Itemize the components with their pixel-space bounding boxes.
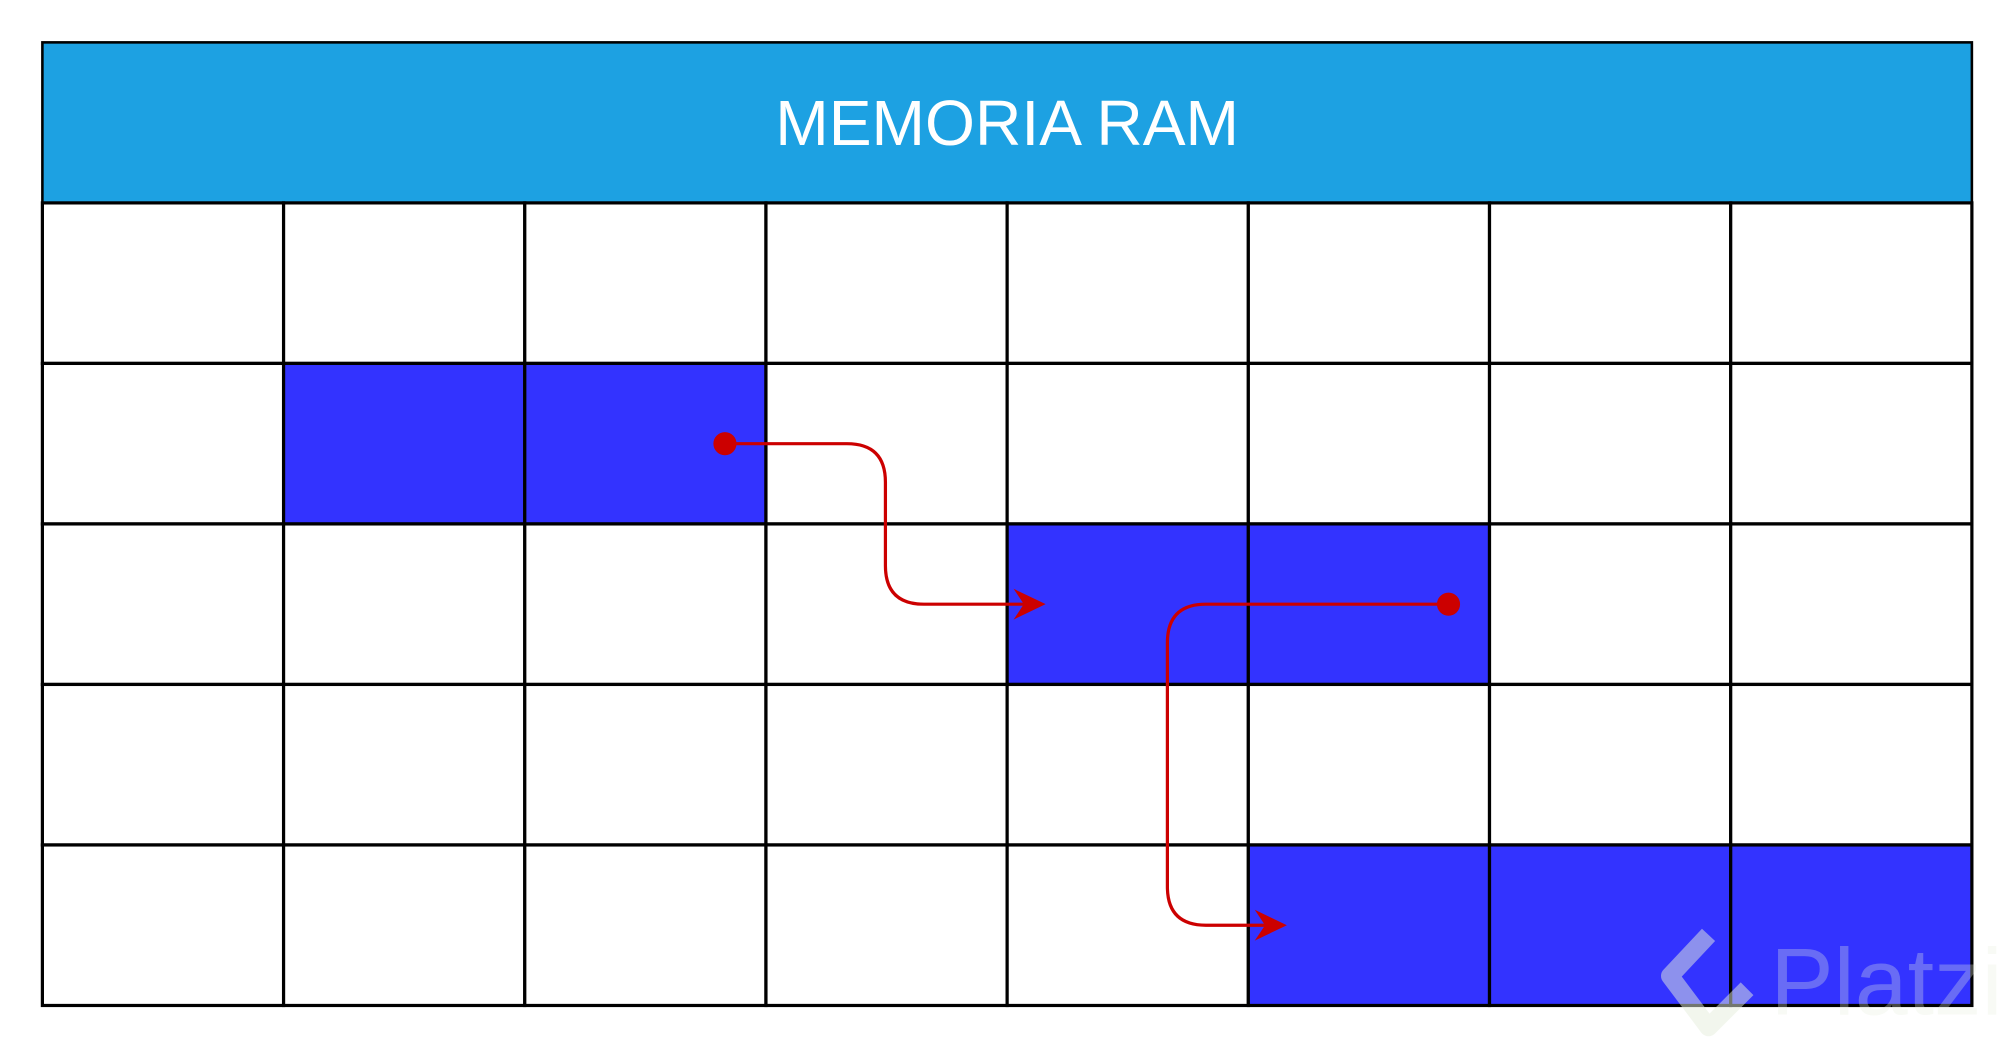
memory-cell — [764, 843, 1009, 1008]
memory-cell — [1005, 201, 1250, 366]
memory-cell — [40, 201, 286, 366]
memory-cell — [281, 201, 527, 366]
memory-cell — [1246, 201, 1492, 366]
memory-cell-occupied — [1729, 843, 1974, 1008]
diagram-title: MEMORIA RAM — [775, 87, 1239, 159]
memory-cell — [1487, 522, 1733, 687]
memory-cell — [1487, 361, 1733, 526]
memory-cell — [523, 522, 768, 687]
pointer-line — [1165, 602, 1449, 927]
platzi-logo-icon — [1661, 928, 1754, 1037]
memory-cell — [1246, 682, 1492, 847]
memory-cell-occupied — [281, 361, 527, 526]
memory-cell-occupied — [1487, 843, 1733, 1008]
memory-cell — [523, 201, 768, 366]
memory-cell — [281, 682, 527, 847]
watermark-text: Platzi — [1770, 929, 2002, 1035]
memory-cell — [1729, 522, 1974, 687]
memory-cell — [764, 682, 1009, 847]
pointer-line — [724, 442, 1036, 606]
platzi-watermark: Platzi — [1661, 928, 2003, 1037]
memory-grid — [40, 201, 1974, 1008]
memory-cell — [764, 201, 1009, 366]
memory-cell — [1487, 682, 1733, 847]
memory-cell — [1487, 201, 1733, 366]
pointer-origin-dot — [713, 432, 737, 456]
memory-cell — [40, 361, 286, 526]
memory-cell — [281, 843, 527, 1008]
memory-cell — [281, 522, 527, 687]
arrowhead-icon — [1254, 909, 1287, 941]
memory-cell — [1246, 361, 1492, 526]
memory-cell — [1729, 201, 1974, 366]
memory-cell — [40, 843, 286, 1008]
header-bar — [41, 41, 1974, 205]
pointer-origin-dot — [1436, 592, 1461, 616]
memory-cell — [40, 682, 286, 847]
memory-cell — [1729, 682, 1974, 847]
memory-cell — [1729, 361, 1974, 526]
memory-cell — [523, 682, 768, 847]
memory-cell — [523, 843, 768, 1008]
memory-cell — [40, 522, 286, 687]
memory-cell — [1005, 682, 1250, 847]
memory-cell-occupied — [1246, 843, 1492, 1008]
pointer-arrows — [713, 432, 1461, 941]
arrowhead-icon — [1013, 588, 1046, 620]
memory-cell — [1005, 361, 1250, 526]
